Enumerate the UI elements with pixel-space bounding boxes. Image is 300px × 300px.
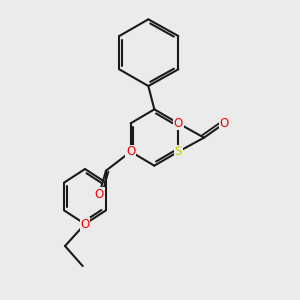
- Text: O: O: [220, 117, 229, 130]
- Text: S: S: [175, 145, 182, 158]
- Text: O: O: [126, 145, 135, 158]
- Text: O: O: [80, 218, 90, 230]
- Text: O: O: [95, 188, 104, 200]
- Text: O: O: [174, 117, 183, 130]
